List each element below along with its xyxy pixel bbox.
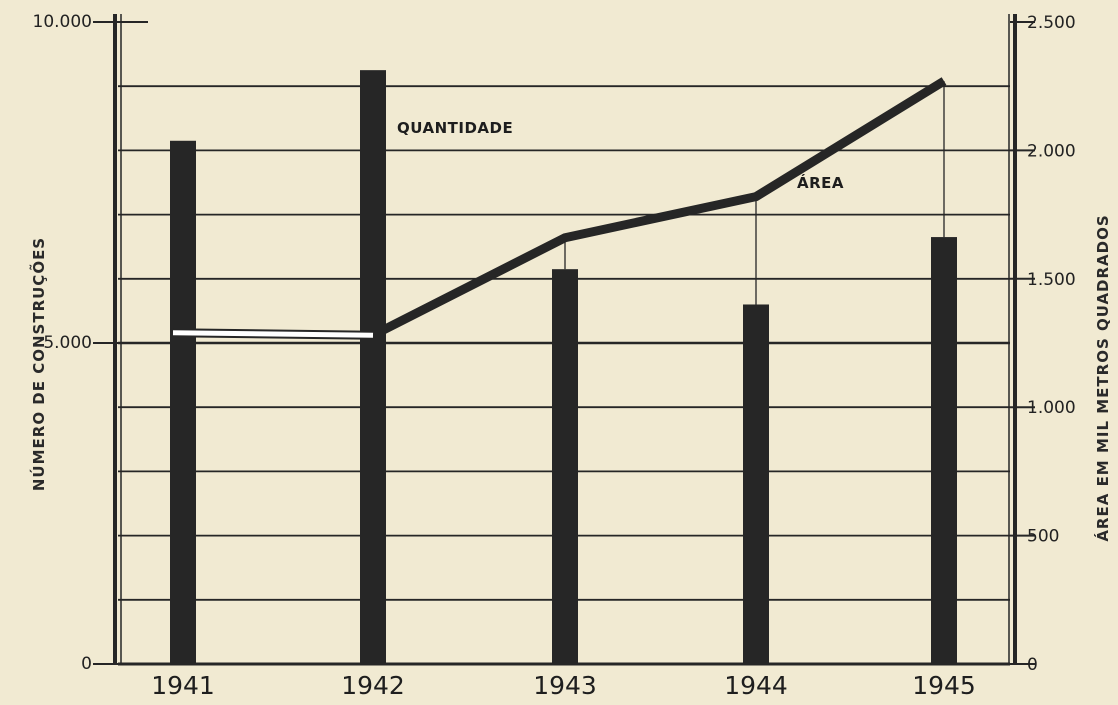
x-tick-label-1945: 1945 [912,671,976,700]
right-tick-label: 1.500 [1027,270,1076,290]
leader-lines [564,81,945,305]
bars [170,70,957,664]
area-line [172,77,947,340]
bar-1944 [743,304,769,664]
right-tick-label: 0 [1027,655,1038,675]
bar-1941 [170,140,196,664]
left-tick-label: 0 [81,654,92,674]
axes [93,14,1035,665]
left-tick-label: 10.000 [33,12,92,32]
x-tick-label-1942: 1942 [341,671,405,700]
series-label-quantidade: QUANTIDADE [397,119,513,137]
right-tick-label: 1.000 [1027,398,1076,418]
bar-1945 [931,237,957,664]
area-line-hollow-segment [172,330,374,338]
labels: 0 5.000 10.000 0 500 1.000 1.500 2.000 2.500 1941… [29,12,1112,700]
series-label-area: ÁREA [797,173,844,192]
x-tick-label-1944: 1944 [724,671,788,700]
left-tick-label: 5.000 [43,333,92,353]
bar-1942 [360,70,386,664]
x-tick-label-1943: 1943 [533,671,597,700]
bar-1943 [552,269,578,664]
y-axis-title-left: NÚMERO DE CONSTRUÇÕES [29,237,48,491]
right-tick-label: 2.000 [1027,141,1076,161]
right-tick-label: 2.500 [1027,13,1076,33]
right-tick-label: 500 [1027,527,1059,547]
y-axis-title-right: ÁREA EM MIL METROS QUADRADOS [1093,214,1112,541]
x-tick-label-1941: 1941 [151,671,215,700]
